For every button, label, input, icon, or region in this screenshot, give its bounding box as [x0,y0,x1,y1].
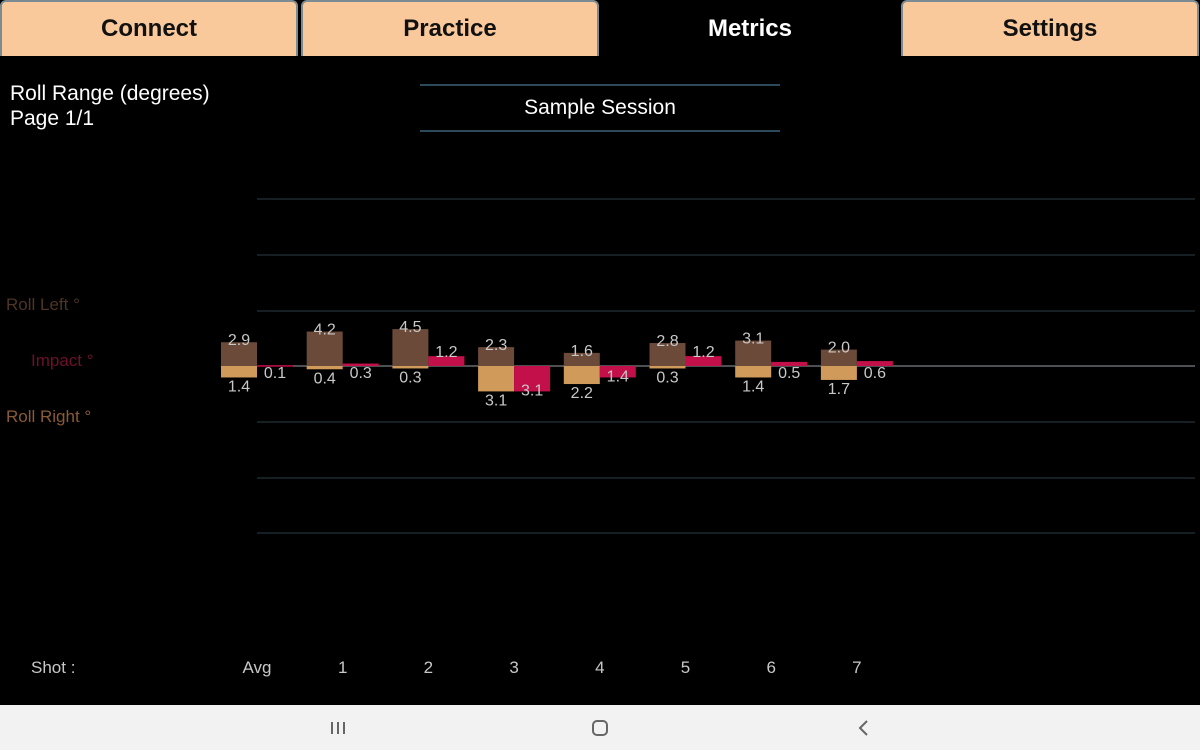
x-tick-label: 2 [423,658,434,677]
impact-value-label: 0.5 [778,365,800,382]
roll-right-bar [392,366,429,369]
impact-value-label: 3.1 [521,382,543,399]
roll-left-value-label: 2.9 [228,332,250,349]
roll-right-value-label: 1.4 [228,378,250,395]
back-icon[interactable] [844,713,884,743]
roll-left-bar [563,352,600,366]
roll-left-value-label: 2.3 [485,337,507,354]
impact-value-label: 1.4 [607,368,629,385]
impact-bar [599,366,636,378]
impact-bar [685,356,722,366]
roll-right-value-label: 0.3 [656,369,678,386]
roll-right-value-label: 1.4 [742,378,764,395]
roll-right-value-label: 2.2 [571,385,593,402]
tab-settings[interactable]: Settings [901,0,1199,56]
x-tick-label: 1 [337,658,348,677]
legend-roll-right: Roll Right ° [6,407,92,426]
impact-value-label: 0.6 [864,365,886,382]
roll-left-bar [306,331,343,366]
tab-metrics[interactable]: Metrics [601,0,899,56]
roll-left-bar [820,349,857,366]
x-tick-label: Avg [242,658,272,677]
chart-header: Roll Range (degrees) Page 1/1 [10,81,210,131]
roll-left-bar [221,342,257,366]
roll-left-value-label: 1.6 [571,343,593,360]
home-icon[interactable] [580,713,620,743]
impact-bar [428,356,465,366]
roll-left-value-label: 4.2 [314,322,336,339]
x-tick-label: 6 [766,658,776,677]
impact-bar [342,363,379,366]
impact-value-label: 1.2 [435,344,457,361]
x-tick-label: 4 [595,658,605,677]
roll-right-value-label: 0.4 [314,370,336,387]
impact-bar [514,366,551,392]
roll-left-bar [735,340,772,366]
impact-value-label: 1.2 [692,344,714,361]
roll-right-value-label: 0.3 [399,369,421,386]
roll-range-chart: 2.9 1.4 0.1 4.2 0.4 0.3 4.5 0.3 1.2 2.3 3.1 3.1 1.6 2… [221,198,1195,534]
impact-value-label: 0.1 [264,365,286,382]
impact-bar [856,361,893,366]
roll-right-bar [478,366,515,392]
x-axis-label: Shot : [31,658,76,677]
tab-bar: Connect Practice Metrics Settings [0,0,1200,58]
chart-title: Roll Range (degrees) [10,82,210,105]
roll-right-bar [820,366,857,380]
roll-left-bar [392,329,429,366]
roll-right-bar [735,366,772,378]
x-tick-label: 3 [509,658,519,677]
impact-bar [771,361,808,366]
roll-left-value-label: 3.1 [742,331,764,348]
roll-left-value-label: 2.0 [828,340,850,357]
tab-practice[interactable]: Practice [301,0,599,56]
recents-icon[interactable] [318,713,358,743]
roll-left-bar [649,343,686,366]
legend-impact: Impact ° [31,351,94,370]
page-indicator: Page 1/1 [10,107,95,130]
legend-roll-left: Roll Left ° [6,295,80,314]
x-tick-label: 7 [852,658,862,677]
roll-right-bar [221,366,257,378]
roll-right-value-label: 1.7 [828,381,850,398]
roll-right-value-label: 3.1 [485,392,507,409]
session-selector[interactable]: Sample Session [420,84,780,132]
roll-right-bar [306,366,343,370]
impact-bar [257,365,293,367]
roll-right-bar [649,366,686,369]
impact-value-label: 0.3 [350,365,372,382]
tab-connect[interactable]: Connect [0,0,298,56]
system-navigation-bar [0,705,1200,750]
roll-right-bar [563,366,600,385]
x-tick-label: 5 [680,658,691,677]
roll-left-value-label: 2.8 [656,333,678,350]
roll-left-value-label: 4.5 [399,319,421,336]
roll-left-bar [478,347,515,366]
